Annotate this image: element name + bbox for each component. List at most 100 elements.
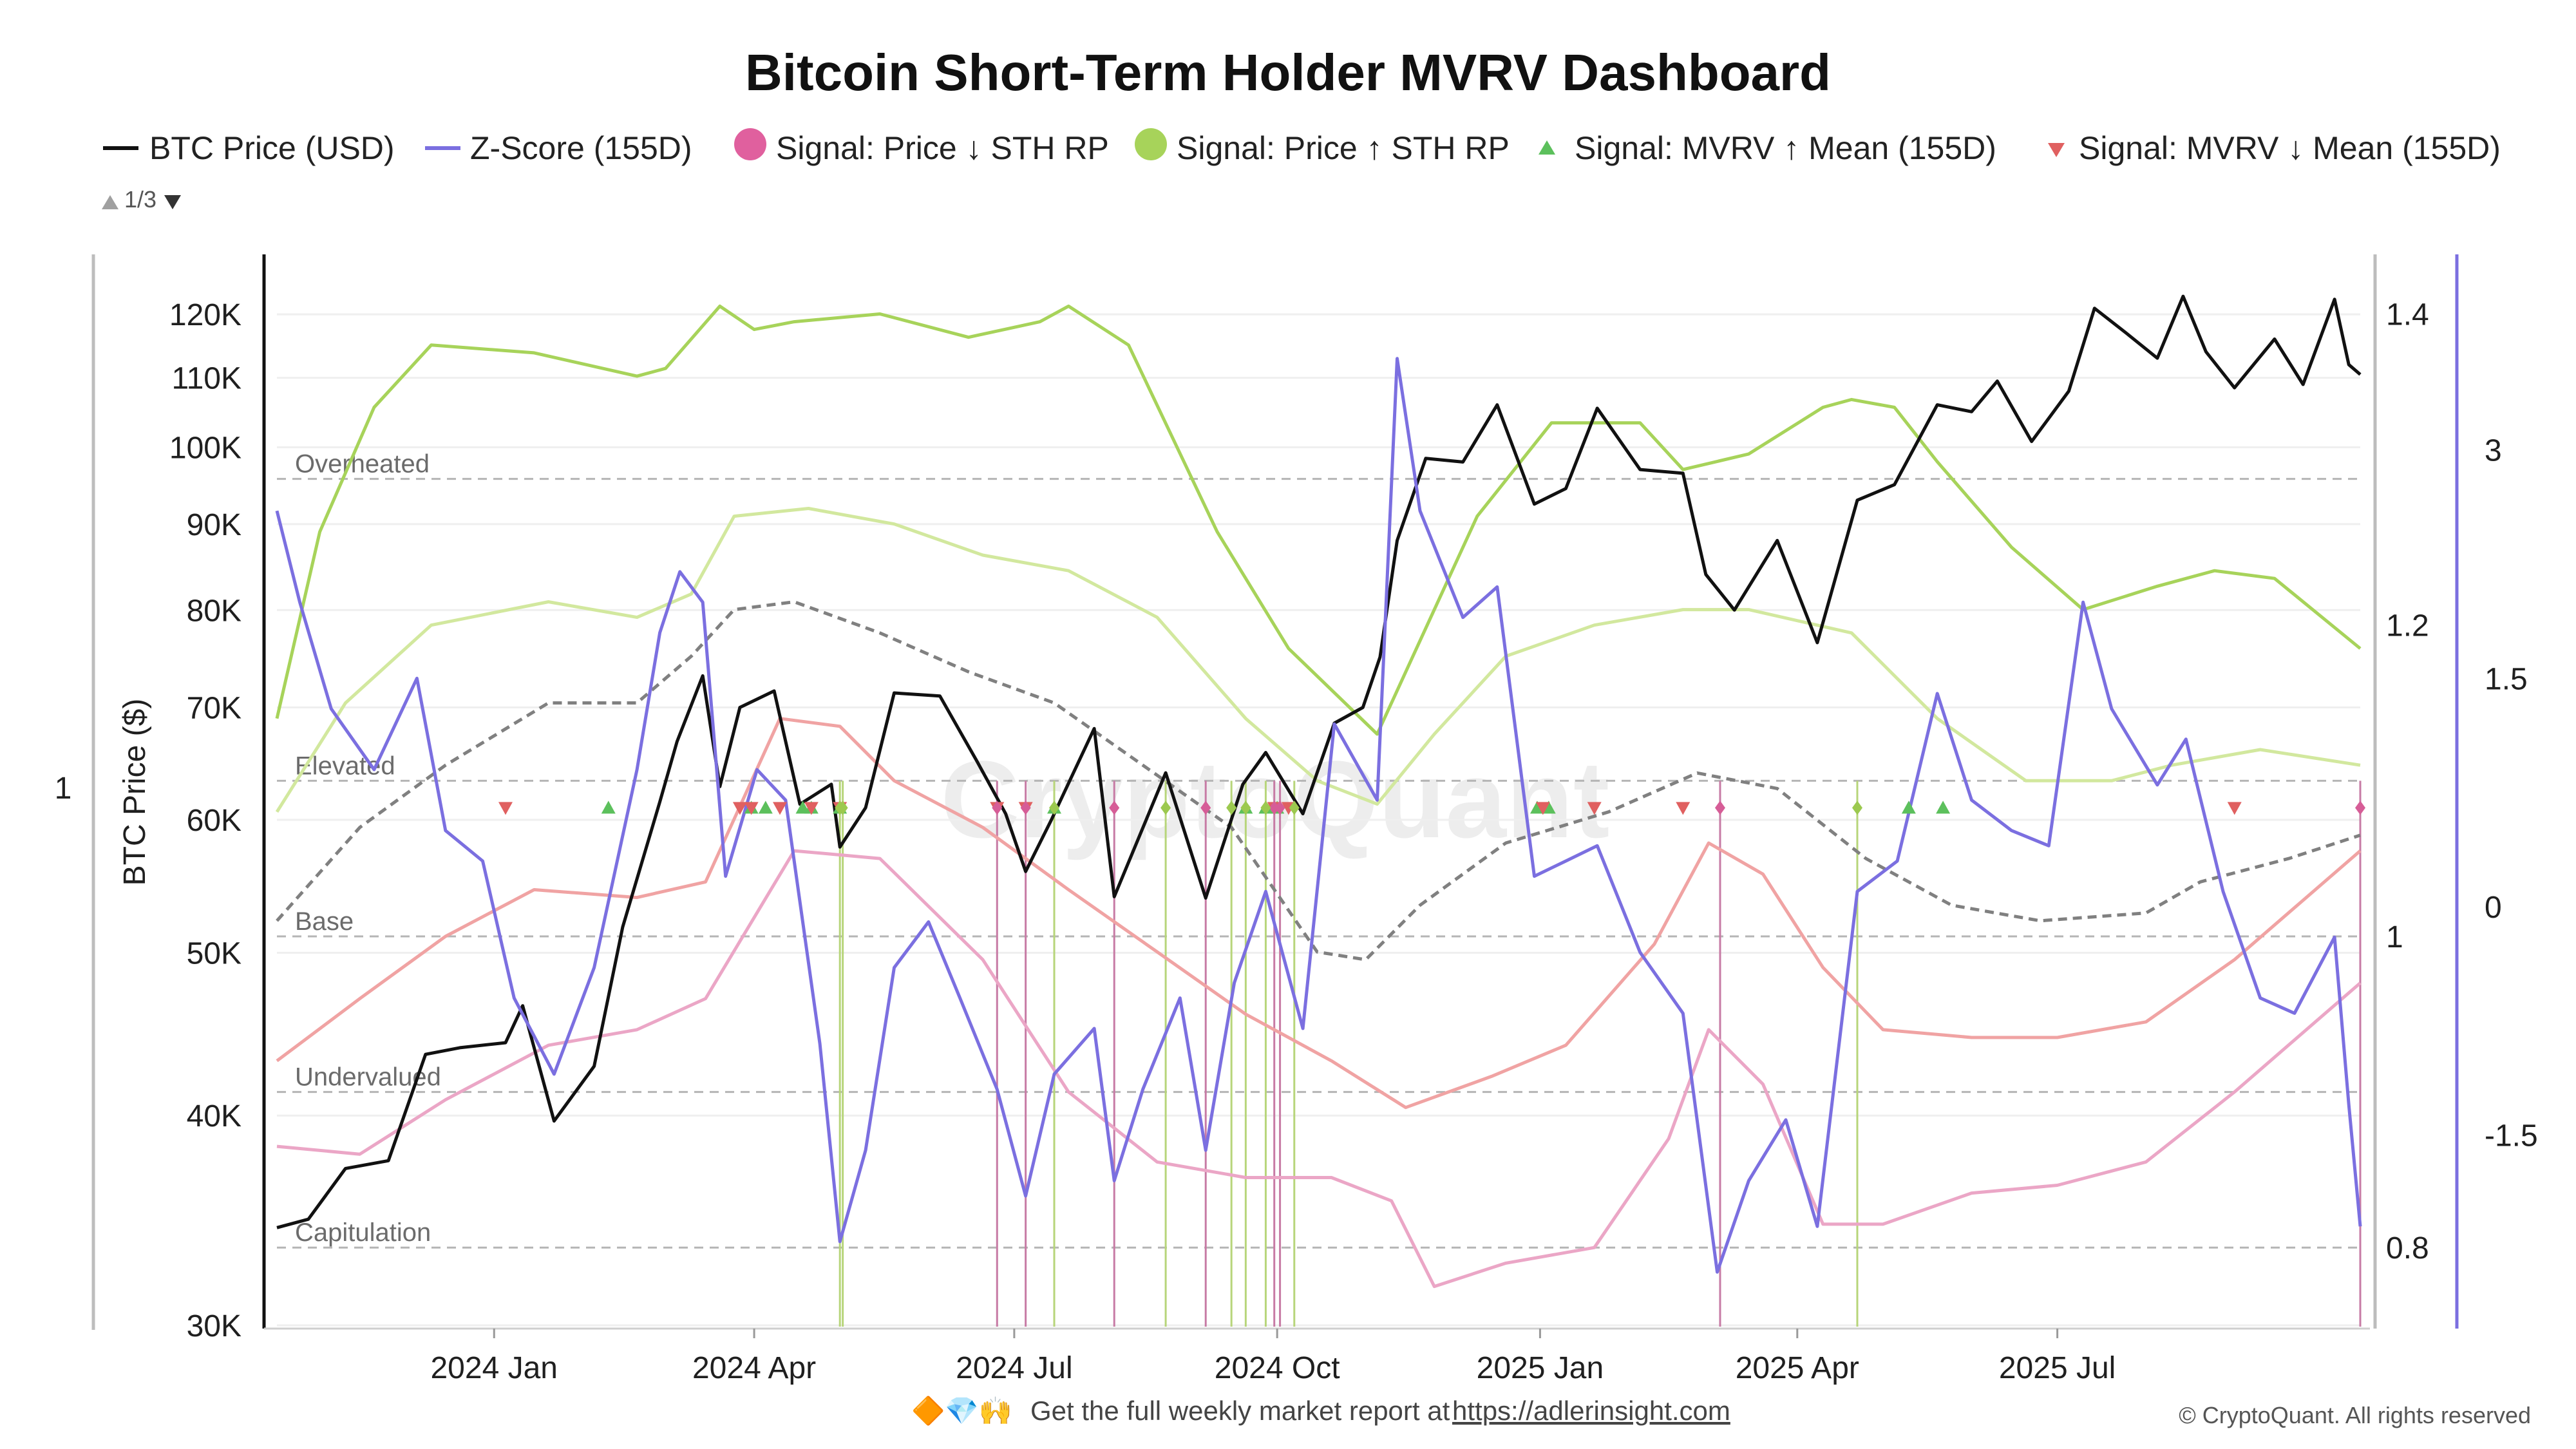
footer: 🔶💎🙌 Get the full weekly market report at… — [911, 1395, 2531, 1428]
signal-markers — [498, 800, 2365, 815]
zscore-tick-label: 3 — [2485, 434, 2502, 468]
marker-mvrv-down — [804, 802, 819, 815]
marker-price-down — [992, 800, 1003, 815]
band-label-capitulation: Capitulation — [295, 1218, 431, 1247]
marker-price-up — [1226, 800, 1237, 815]
price-tick-label: 90K — [187, 508, 242, 542]
legend-label: Signal: Price ↑ STH RP — [1177, 130, 1510, 166]
series-mvrv-upper-band-1 — [275, 507, 2361, 813]
zscore-tick-label: -1.5 — [2485, 1119, 2538, 1153]
marker-price-up — [1160, 800, 1171, 815]
marker-price-down — [1109, 800, 1120, 815]
legend-item-signal-price-down[interactable]: Signal: Price ↓ STH RP — [734, 128, 1109, 166]
legend-item-signal-mvrv-down[interactable]: Signal: MVRV ↓ Mean (155D) — [2048, 130, 2501, 166]
price-tick-label: 100K — [169, 431, 242, 466]
series-mvrv-upper-band-2 — [275, 304, 2362, 736]
pager-prev-icon[interactable] — [102, 195, 118, 209]
legend-label: Signal: MVRV ↑ Mean (155D) — [1575, 130, 1996, 166]
marker-price-down — [1714, 800, 1725, 815]
series-btc-price-usd — [276, 294, 2362, 1229]
pager-label: 1/3 — [124, 186, 156, 213]
marker-price-up — [1260, 800, 1271, 815]
x-tick-label: 2025 Jul — [1999, 1351, 2116, 1385]
legend-pager: 1/3 — [102, 186, 181, 213]
mvrv-tick-label: 1 — [2386, 920, 2403, 954]
marker-mvrv-down — [732, 802, 747, 815]
marker-price-down — [1274, 800, 1285, 815]
price-tick-label: 50K — [187, 937, 242, 971]
price-tick-label: 30K — [187, 1309, 242, 1343]
marker-price-down — [1020, 800, 1031, 815]
marker-mvrv-down — [2227, 802, 2242, 815]
legend-item-z-score[interactable]: Z-Score (155D) — [425, 130, 692, 166]
marker-mvrv-down — [498, 802, 513, 815]
legend-label: Z-Score (155D) — [470, 130, 692, 166]
price-tick-label: 40K — [187, 1099, 242, 1133]
price-tick-label: 60K — [187, 804, 242, 838]
legend-item-btc-price[interactable]: BTC Price (USD) — [103, 130, 395, 166]
marker-mvrv-down — [744, 802, 759, 815]
triangle-up-icon — [1539, 140, 1555, 155]
marker-price-down — [1269, 800, 1280, 815]
series-z-score-155d — [275, 357, 2362, 1274]
series-mvrv-lower-band-1 — [276, 717, 2362, 1110]
price-tick-label: 110K — [171, 362, 242, 396]
band-label-overheated: Overheated — [295, 450, 430, 478]
legend-label: BTC Price (USD) — [149, 130, 395, 166]
marker-price-down — [2355, 800, 2365, 815]
marker-price-up — [1289, 800, 1300, 815]
marker-mvrv-down — [773, 802, 788, 815]
footer-link[interactable]: https://adlerinsight.com — [1452, 1396, 1730, 1426]
series-lines — [275, 294, 2362, 1289]
marker-mvrv-down — [1676, 802, 1690, 815]
axis-ticks: 30K 40K 50K 60K 70K 80K 90K 100K 110K 120K 1.4 1.2 1… — [169, 298, 2538, 1385]
zscore-tick-label: 1.5 — [2485, 662, 2528, 696]
reference-bands: OverheatedElevatedBaseUndervaluedCapitul… — [277, 450, 2360, 1249]
circle-icon — [734, 128, 766, 160]
grid — [277, 313, 2360, 1327]
x-tick-label: 2025 Jan — [1477, 1351, 1604, 1385]
marker-price-up — [1049, 800, 1060, 815]
price-tick-label: 120K — [169, 298, 242, 332]
footer-emoji: 🔶💎🙌 — [911, 1395, 1012, 1426]
marker-mvrv-up — [1901, 800, 1916, 814]
mvrv-tick-label: 0.8 — [2386, 1231, 2429, 1265]
x-tick-label: 2025 Apr — [1736, 1351, 1859, 1385]
legend-label: Signal: MVRV ↓ Mean (155D) — [2079, 130, 2501, 166]
pager-next-icon[interactable] — [164, 195, 181, 209]
signal-vertical-lines — [838, 781, 2362, 1327]
x-tick-label: 2024 Jan — [430, 1351, 558, 1385]
circle-icon — [1135, 128, 1167, 160]
footer-text: Get the full weekly market report at — [1030, 1396, 1450, 1426]
outer-axis-tick: 1 — [55, 772, 72, 806]
legend-label: Signal: Price ↓ STH RP — [776, 130, 1109, 166]
marker-price-up — [837, 800, 848, 815]
legend: BTC Price (USD) Z-Score (155D) Signal: P… — [103, 128, 2501, 166]
x-tick-label: 2024 Apr — [692, 1351, 816, 1385]
marker-price-up — [1852, 800, 1862, 815]
series-mvrv-lower-band-2 — [276, 849, 2362, 1289]
series-sth-mvrv-mean — [276, 600, 2361, 961]
price-tick-label: 80K — [187, 594, 242, 628]
band-label-base: Base — [295, 907, 354, 936]
marker-mvrv-up — [1936, 800, 1951, 814]
marker-mvrv-down — [1535, 802, 1550, 815]
legend-item-signal-mvrv-up[interactable]: Signal: MVRV ↑ Mean (155D) — [1539, 130, 1996, 166]
marker-mvrv-down — [1587, 802, 1602, 815]
legend-item-signal-price-up[interactable]: Signal: Price ↑ STH RP — [1135, 128, 1510, 166]
chart-title: Bitcoin Short-Term Holder MVRV Dashboard — [745, 44, 1831, 101]
marker-price-down — [1200, 800, 1211, 815]
price-tick-label: 70K — [187, 691, 242, 725]
x-tick-label: 2024 Jul — [956, 1351, 1072, 1385]
price-axis-title: BTC Price ($) — [118, 699, 152, 886]
marker-mvrv-up — [601, 800, 616, 814]
mvrv-tick-label: 1.4 — [2386, 298, 2429, 332]
marker-mvrv-up — [758, 800, 773, 814]
zscore-tick-label: 0 — [2485, 891, 2502, 925]
copyright: © CryptoQuant. All rights reserved — [2179, 1402, 2531, 1428]
mvrv-tick-label: 1.2 — [2386, 609, 2429, 643]
triangle-down-icon — [2048, 143, 2065, 157]
marker-price-up — [1240, 800, 1251, 815]
x-tick-label: 2024 Oct — [1215, 1351, 1340, 1385]
